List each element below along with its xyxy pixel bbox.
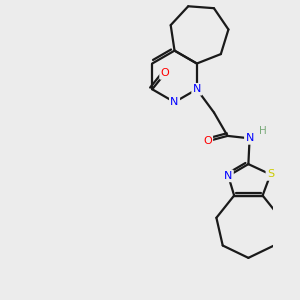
Text: H: H: [259, 127, 267, 136]
Text: O: O: [160, 68, 169, 78]
Text: N: N: [224, 171, 232, 181]
Text: N: N: [193, 84, 201, 94]
Text: O: O: [203, 136, 212, 146]
Text: N: N: [170, 97, 179, 107]
Text: S: S: [267, 169, 274, 179]
Text: N: N: [245, 133, 254, 143]
